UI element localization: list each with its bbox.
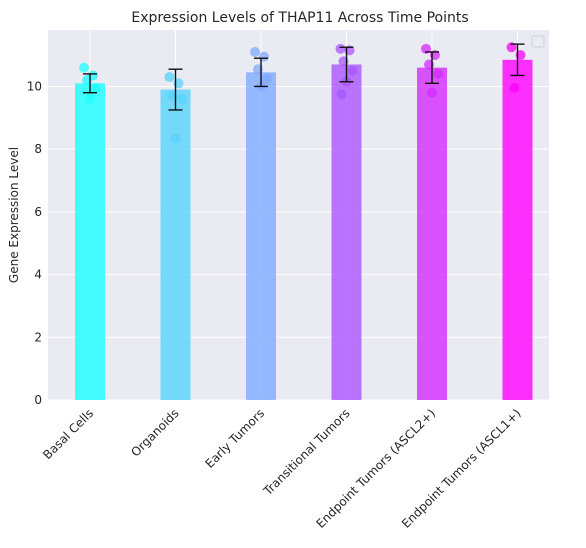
y-tick-label: 4 [34,268,42,282]
bar [332,64,362,400]
data-point [348,66,358,76]
bar [246,72,276,400]
bar [75,83,105,400]
y-tick-label: 6 [34,205,42,219]
x-axis-ticks: Basal Cells Organoids Early TumorsTransiti… [40,406,523,531]
data-point [336,44,346,54]
x-tick-label: Transitional Tumors [260,406,353,499]
y-tick-label: 8 [34,142,42,156]
data-point [262,74,272,84]
x-tick-label: Organoids [128,406,181,459]
y-tick-label: 2 [34,330,42,344]
x-tick-label: Basal Cells [40,406,96,462]
data-point [250,47,260,57]
y-axis-label: Gene Expression Level [7,147,21,283]
data-point [85,94,95,104]
legend-box [532,36,544,47]
y-tick-label: 0 [34,393,42,407]
bar [503,60,533,400]
data-point [171,133,181,143]
data-point [433,69,443,79]
data-point [427,88,437,98]
bar [417,68,447,400]
plot-area [48,30,549,400]
x-tick-label: Early Tumors [202,406,267,471]
data-point [79,63,89,73]
chart-title: Expression Levels of THAP11 Across Time … [131,10,468,26]
data-point [337,89,347,99]
data-point [510,83,520,93]
y-tick-label: 10 [27,79,42,93]
data-point [91,83,101,93]
data-point [177,94,187,104]
data-point [165,72,175,82]
y-axis-ticks: 0 2 4 6 8 10 [27,79,42,407]
